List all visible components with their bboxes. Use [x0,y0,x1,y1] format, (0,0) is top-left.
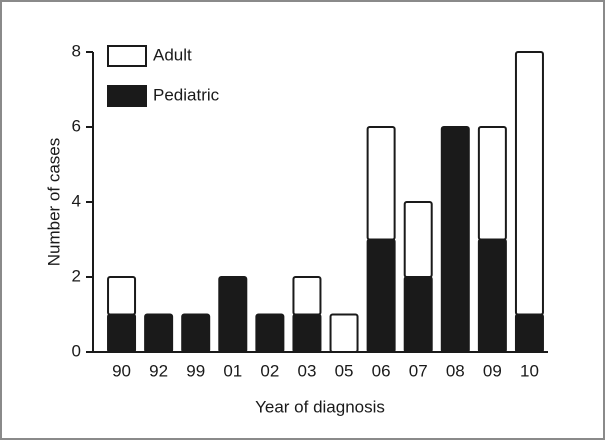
bar-segment [403,201,433,278]
x-axis-title: Year of diagnosis [255,397,385,416]
bar-segment [366,238,396,353]
x-tick-label: 06 [372,361,391,380]
x-tick-label: 90 [112,361,131,380]
x-tick-label: 02 [260,361,279,380]
x-tick-label: 08 [446,361,465,380]
x-tick-label: 09 [483,361,502,380]
legend-swatch [107,45,147,67]
y-axis-title: Number of cases [44,138,63,267]
bar-segment [440,126,470,353]
bar-segment [292,276,322,316]
legend-swatch [107,85,147,107]
bar-segment [144,313,174,353]
bar-segment [403,276,433,353]
x-tick-label: 01 [223,361,242,380]
y-tick-label: 8 [72,41,81,60]
y-tick-label: 2 [72,266,81,285]
x-tick-label: 05 [335,361,354,380]
bar-segment [514,313,544,353]
bar-segment [329,313,359,353]
y-tick-label: 0 [72,341,81,360]
x-tick-label: 99 [186,361,205,380]
x-tick-label: 07 [409,361,428,380]
bar-segment [477,238,507,353]
bar-segment [218,276,248,353]
y-tick-label: 6 [72,116,81,135]
bar-segment [366,126,396,241]
x-tick-label: 92 [149,361,168,380]
bar-segment [255,313,285,353]
bar-segment [477,126,507,241]
x-tick-label: 03 [297,361,316,380]
x-tick-label: 10 [520,361,539,380]
bar-segment [107,313,137,353]
legend-label: Adult [153,45,192,64]
legend-label: Pediatric [153,85,220,104]
bar-segment [292,313,322,353]
bar-segment [514,51,544,316]
bar-segment [181,313,211,353]
bar-segment [107,276,137,316]
y-tick-label: 4 [72,191,81,210]
